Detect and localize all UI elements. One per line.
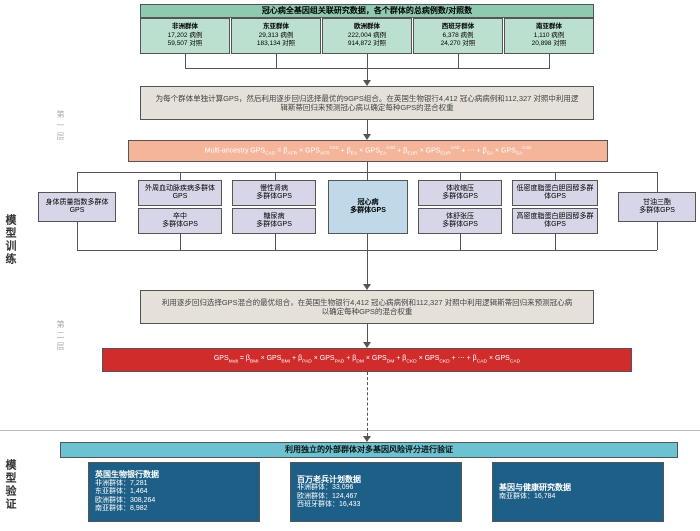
trait-ldl: 低密度脂蛋白胆固醇多群体GPS bbox=[512, 180, 598, 206]
val-ukb-r2: 欧洲群体：308,264 bbox=[95, 497, 155, 505]
val-gnh: 基因与健康研究数据 南亚群体：16,784 bbox=[492, 462, 664, 522]
pop-eas-controls: 183,134 对照 bbox=[257, 40, 295, 48]
pop-his-cases: 6,378 病例 bbox=[442, 32, 473, 40]
sidebar-training: 模型训练 bbox=[2, 100, 18, 380]
val-gnh-r0: 南亚群体：16,784 bbox=[499, 493, 555, 501]
layer2-label: 第二层 bbox=[55, 320, 66, 353]
trait-hdl: 高密度脂蛋白胆固醇多群体GPS bbox=[512, 208, 598, 234]
validation-title: 利用独立的外部群体对多基因风险评分进行验证 bbox=[60, 442, 678, 458]
val-ukb-r1: 东亚群体：1,464 bbox=[95, 488, 148, 496]
val-mvp: 百万老兵计划数据 非洲群体：33,096 欧洲群体：124,467 西班牙群体：… bbox=[290, 462, 462, 522]
header-title: 冠心病全基因组关联研究数据，各个群体的总病例数/对照数 bbox=[140, 4, 594, 18]
pop-eas-cases: 29,313 病例 bbox=[259, 32, 294, 40]
val-gnh-title: 基因与健康研究数据 bbox=[499, 483, 571, 493]
formula1-text: Multi-ancestry GPSCAD = βAFR × GPSAFRCAD… bbox=[205, 145, 531, 158]
trait-sbp: 体收缩压 多群体GPS bbox=[418, 180, 502, 206]
val-ukb-title: 英国生物银行数据 bbox=[95, 470, 159, 480]
trait-ckd: 慢性肾病 多群体GPS bbox=[232, 180, 316, 206]
pop-afr-name: 非洲群体 bbox=[172, 23, 198, 31]
val-mvp-r1: 欧洲群体：124,467 bbox=[297, 493, 357, 501]
pop-afr-cases: 17,202 病例 bbox=[168, 32, 203, 40]
pop-sas: 南亚群体 1,110 病例 20,898 对照 bbox=[504, 18, 594, 54]
val-ukb: 英国生物银行数据 非洲群体：7,281 东亚群体：1,464 欧洲群体：308,… bbox=[88, 462, 260, 522]
trait-bmi: 身体质量指数多群体GPS bbox=[38, 192, 116, 222]
layer1-desc: 为每个群体单独计算GPS，然后利用逐步回归选择最优的9GPS组合。在英国生物银行… bbox=[140, 86, 594, 120]
trait-cad: 冠心病 多群体GPS bbox=[328, 180, 408, 234]
trait-stroke: 卒中 多群体GPS bbox=[138, 208, 222, 234]
pop-eur-controls: 914,872 对照 bbox=[348, 40, 386, 48]
sidebar-validation: 模型验证 bbox=[2, 450, 18, 520]
trait-pad: 外周血动脉疾病多群体GPS bbox=[138, 180, 222, 206]
trait-tg: 甘油三酯 多群体GPS bbox=[618, 192, 696, 222]
formula1: Multi-ancestry GPSCAD = βAFR × GPSAFRCAD… bbox=[128, 140, 608, 162]
val-mvp-r2: 西班牙群体：16,433 bbox=[297, 501, 360, 509]
pop-sas-cases: 1,110 病例 bbox=[534, 32, 565, 40]
pop-eas: 东亚群体 29,313 病例 183,134 对照 bbox=[231, 18, 321, 54]
pop-eur-name: 欧洲群体 bbox=[354, 23, 380, 31]
pop-eas-name: 东亚群体 bbox=[263, 23, 289, 31]
formula2: GPSMult = βBMI × GPSBMI + βPAD × GPSPAD … bbox=[102, 348, 632, 372]
pop-his: 西班牙群体 6,378 病例 24,270 对照 bbox=[413, 18, 503, 54]
pop-sas-name: 南亚群体 bbox=[536, 23, 562, 31]
formula2-text: GPSMult = βBMI × GPSBMI + βPAD × GPSPAD … bbox=[214, 355, 520, 365]
pop-eur: 欧洲群体 222,004 病例 914,872 对照 bbox=[322, 18, 412, 54]
val-mvp-r0: 非洲群体：33,096 bbox=[297, 484, 353, 492]
val-ukb-r3: 南亚群体：8,982 bbox=[95, 505, 148, 513]
pop-eur-cases: 222,004 病例 bbox=[348, 32, 386, 40]
layer2-desc: 利用逐步回归选择GPS混合的最优组合，在英国生物银行4,412 冠心病病例和11… bbox=[140, 290, 594, 324]
pop-sas-controls: 20,898 对照 bbox=[532, 40, 567, 48]
layer1-label: 第一层 bbox=[55, 110, 66, 143]
pop-his-controls: 24,270 对照 bbox=[441, 40, 476, 48]
val-mvp-title: 百万老兵计划数据 bbox=[297, 475, 361, 485]
pop-his-name: 西班牙群体 bbox=[442, 23, 475, 31]
trait-dbp: 体舒张压 多群体GPS bbox=[418, 208, 502, 234]
pop-afr: 非洲群体 17,202 病例 59,507 对照 bbox=[140, 18, 230, 54]
trait-dm: 糖尿病 多群体GPS bbox=[232, 208, 316, 234]
pop-afr-controls: 59,507 对照 bbox=[168, 40, 203, 48]
